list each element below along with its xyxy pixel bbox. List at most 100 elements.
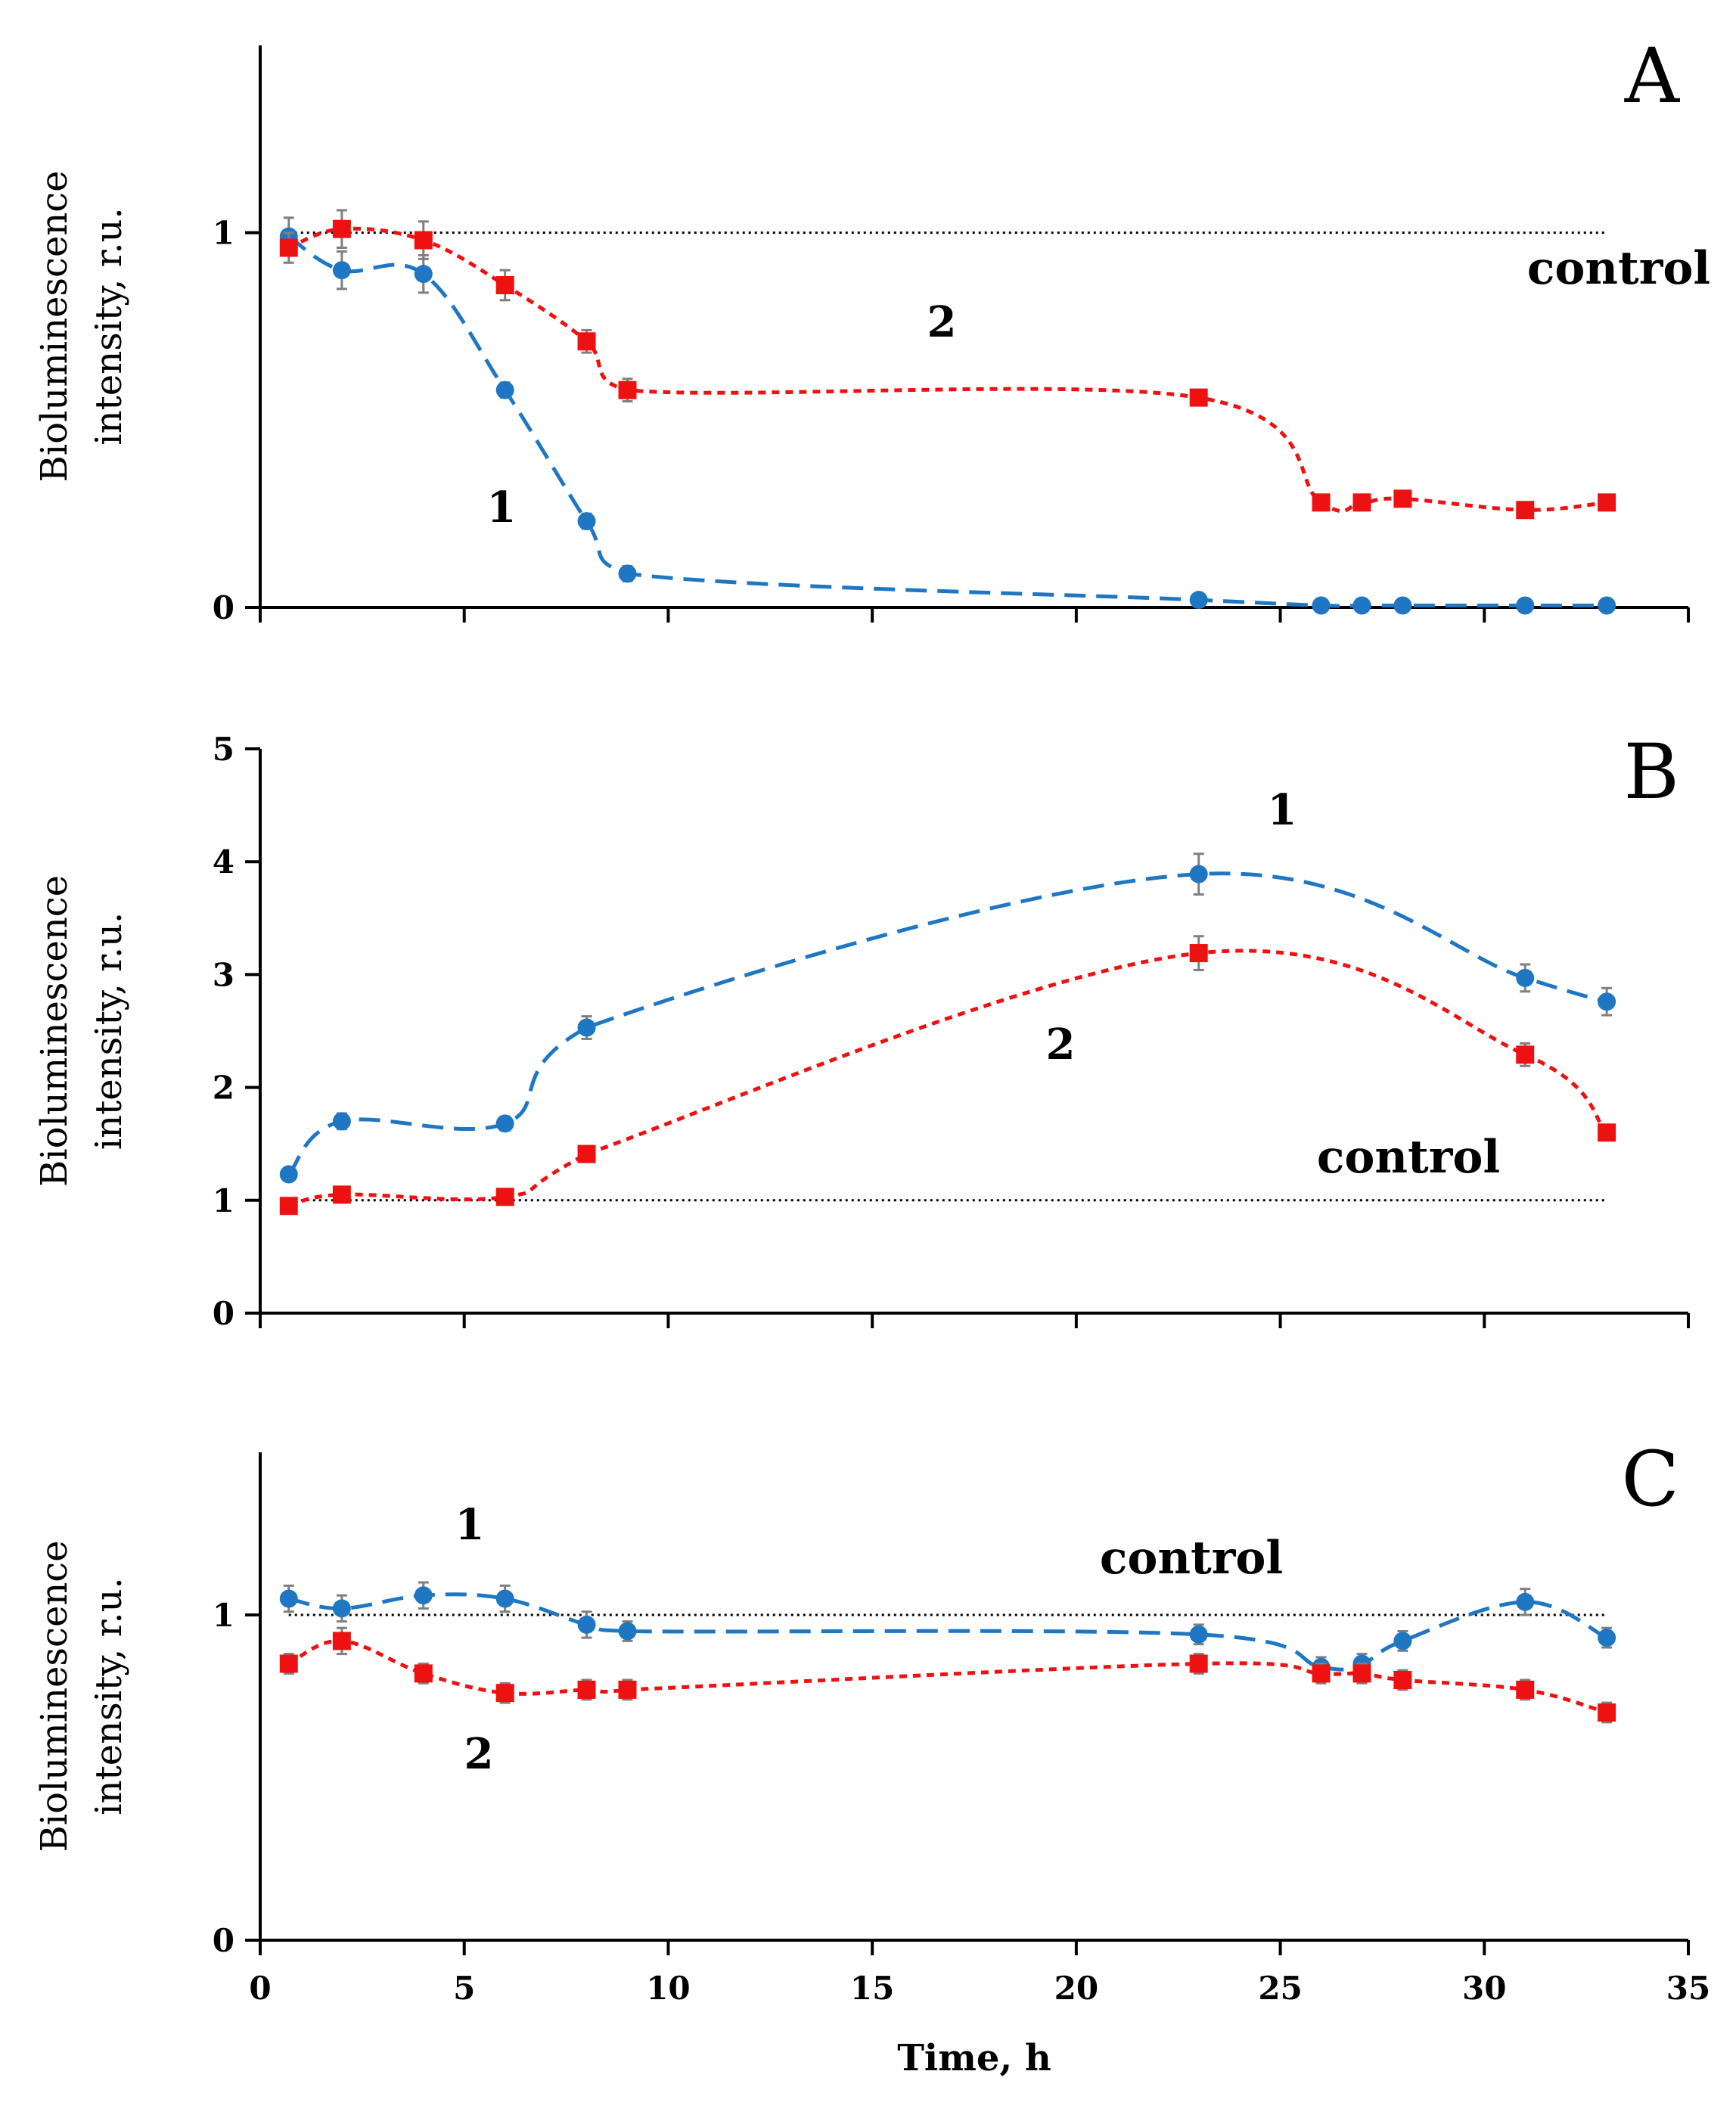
y-tick-label: 1 [213, 215, 234, 252]
data-point [1516, 968, 1535, 987]
series-line [288, 1592, 1608, 1672]
y-tick-label: 2 [213, 1070, 234, 1107]
control-label: control [1527, 242, 1710, 295]
data-point [495, 1188, 514, 1206]
panel-letter: B [1624, 728, 1680, 816]
data-point [279, 1197, 298, 1216]
data-point [1598, 1703, 1616, 1722]
x-tick-label: 5 [453, 1970, 475, 2007]
data-point [1352, 596, 1371, 615]
data-point [1516, 1045, 1535, 1064]
data-point [332, 1185, 351, 1204]
data-point [618, 380, 637, 399]
series-line [287, 871, 1607, 1176]
data-point [1189, 1625, 1208, 1644]
y-axis-title-line1: Bioluminescence [33, 1540, 76, 1852]
series-1 [279, 1581, 1616, 1678]
curve-label-1: 1 [455, 1500, 485, 1550]
data-point [1393, 596, 1412, 615]
curve-label-1: 1 [1268, 785, 1297, 835]
data-point [1598, 596, 1616, 615]
data-point [414, 231, 433, 250]
data-point [1312, 1664, 1331, 1683]
data-point [495, 1684, 514, 1703]
y-tick-label: 0 [213, 1922, 234, 1959]
y-axis-title-line2: intensity, r.u. [88, 207, 130, 446]
x-tick-label: 35 [1666, 1970, 1710, 2007]
y-axis-title-line1: Bioluminescence [33, 170, 76, 482]
data-point [495, 1114, 514, 1133]
data-point [1516, 501, 1535, 520]
data-point [1393, 489, 1412, 508]
data-point [1598, 1629, 1616, 1647]
panel-letter: A [1624, 32, 1681, 120]
data-point [618, 1622, 637, 1641]
data-point [414, 1664, 433, 1683]
data-point [1189, 865, 1208, 883]
curve-label-2: 2 [1046, 1020, 1076, 1070]
data-point [1352, 493, 1371, 512]
control-label: control [1317, 1131, 1500, 1184]
data-point [332, 1599, 351, 1618]
data-point [279, 238, 298, 257]
data-point [618, 1680, 637, 1699]
y-tick-label: 5 [213, 731, 234, 768]
x-tick-label: 15 [850, 1970, 894, 2007]
data-point [577, 332, 596, 351]
data-point [1189, 944, 1208, 963]
series-2 [279, 1626, 1616, 1724]
data-point [1598, 493, 1616, 512]
x-tick-label: 0 [249, 1970, 271, 2007]
series-2 [279, 935, 1616, 1216]
data-point [495, 380, 514, 399]
data-point [1352, 1664, 1371, 1683]
y-tick-label: 1 [213, 1597, 234, 1634]
data-point [279, 1589, 298, 1608]
series-line [287, 226, 1607, 513]
data-point [495, 276, 514, 295]
y-axis-title-line2: intensity, r.u. [88, 912, 130, 1150]
series-1 [279, 216, 1616, 615]
data-point [1516, 1680, 1535, 1699]
data-point [332, 1632, 351, 1650]
data-point [1516, 596, 1535, 615]
data-point [332, 1112, 351, 1131]
data-point [1598, 992, 1616, 1011]
data-point [577, 512, 596, 531]
data-point [577, 1018, 596, 1037]
curve-label-1: 1 [487, 483, 517, 533]
control-label: control [1100, 1532, 1283, 1585]
data-point [1598, 1123, 1616, 1142]
curve-label-2: 2 [464, 1729, 494, 1779]
data-point [1516, 1592, 1535, 1611]
curve-label-2: 2 [927, 297, 957, 347]
data-point [1189, 1654, 1208, 1673]
x-tick-label: 20 [1054, 1970, 1098, 2007]
data-point [1312, 493, 1331, 512]
data-point [577, 1615, 596, 1634]
series-line [287, 234, 1607, 608]
data-point [495, 1589, 514, 1608]
y-tick-label: 0 [213, 1295, 234, 1332]
series-2 [279, 209, 1616, 520]
data-point [332, 261, 351, 280]
data-point [1189, 388, 1208, 407]
panel-a: 0 1 Bioluminescence intensity, r.u. control 1… [33, 32, 1710, 626]
data-point [279, 1165, 298, 1184]
y-tick-label: 1 [213, 1182, 234, 1219]
y-tick-label: 0 [213, 589, 234, 626]
data-point [1189, 591, 1208, 610]
data-point [1393, 1671, 1412, 1689]
data-point [414, 1586, 433, 1605]
x-tick-label: 30 [1462, 1970, 1506, 2007]
data-point [414, 265, 433, 284]
x-tick-label: 25 [1258, 1970, 1302, 2007]
panel-letter: C [1621, 1435, 1679, 1523]
y-tick-label: 4 [213, 843, 234, 880]
data-point [577, 1144, 596, 1163]
y-axis-title-line2: intensity, r.u. [88, 1577, 130, 1815]
data-point [279, 1654, 298, 1673]
series-line [288, 949, 1608, 1208]
